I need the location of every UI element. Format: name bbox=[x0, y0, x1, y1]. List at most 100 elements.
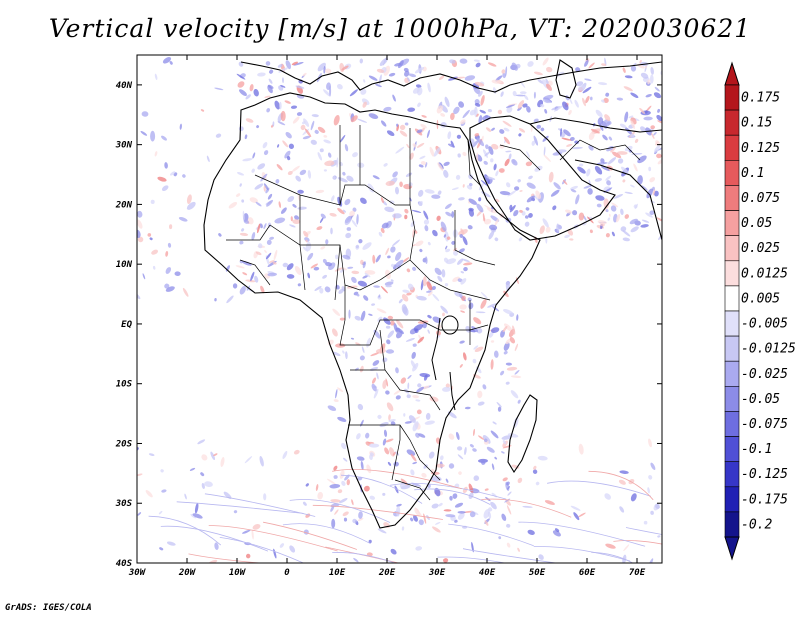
velocity-cell bbox=[330, 505, 335, 512]
colorbar-swatch bbox=[724, 411, 740, 437]
velocity-cell bbox=[154, 151, 158, 157]
velocity-cell bbox=[550, 189, 560, 197]
velocity-cell bbox=[574, 99, 579, 108]
velocity-cell bbox=[469, 109, 477, 116]
velocity-cell bbox=[431, 285, 436, 291]
velocity-cell bbox=[189, 467, 196, 471]
velocity-cell bbox=[643, 520, 648, 525]
velocity-cell bbox=[511, 62, 518, 71]
velocity-cell bbox=[300, 124, 306, 131]
velocity-cell bbox=[582, 97, 586, 107]
velocity-cell bbox=[475, 62, 481, 68]
velocity-cell bbox=[566, 143, 573, 147]
velocity-cell bbox=[184, 493, 187, 500]
velocity-cell bbox=[385, 325, 391, 329]
velocity-cell bbox=[383, 56, 388, 66]
velocity-cell bbox=[166, 541, 176, 546]
velocity-cell bbox=[480, 179, 489, 187]
velocity-cell bbox=[301, 121, 306, 125]
velocity-cell bbox=[482, 115, 491, 121]
velocity-cell bbox=[646, 188, 654, 199]
colorbar-swatch bbox=[724, 235, 740, 262]
velocity-cell bbox=[323, 65, 326, 74]
colorbar-label: 0.15 bbox=[741, 116, 772, 131]
velocity-cell bbox=[606, 180, 611, 186]
velocity-cell bbox=[476, 327, 483, 334]
velocity-cell bbox=[337, 207, 345, 215]
velocity-cell bbox=[484, 174, 490, 184]
velocity-streak bbox=[160, 525, 269, 552]
velocity-cell bbox=[282, 262, 289, 268]
velocity-cell bbox=[250, 271, 255, 282]
velocity-cell bbox=[337, 387, 344, 393]
velocity-cell bbox=[265, 61, 271, 66]
velocity-cell bbox=[440, 112, 446, 117]
velocity-streak bbox=[414, 488, 491, 505]
velocity-cell bbox=[368, 539, 372, 544]
velocity-cell bbox=[351, 219, 358, 228]
velocity-cell bbox=[474, 81, 485, 87]
velocity-cell bbox=[648, 475, 653, 480]
velocity-cell bbox=[263, 223, 267, 230]
velocity-cell bbox=[269, 236, 275, 240]
velocity-cell bbox=[420, 161, 427, 165]
velocity-cell bbox=[404, 70, 410, 77]
velocity-cell bbox=[487, 62, 497, 67]
velocity-cell bbox=[226, 295, 234, 304]
velocity-cell bbox=[567, 229, 574, 236]
velocity-cell bbox=[381, 222, 389, 229]
velocity-cell bbox=[307, 252, 314, 261]
velocity-cell bbox=[292, 219, 301, 225]
velocity-cell bbox=[605, 175, 612, 181]
velocity-cell bbox=[305, 239, 308, 243]
velocity-cell bbox=[262, 141, 268, 149]
velocity-cell bbox=[235, 193, 241, 197]
velocity-cell bbox=[453, 106, 460, 115]
velocity-cell bbox=[526, 182, 536, 189]
velocity-cell bbox=[373, 285, 380, 288]
velocity-cell bbox=[427, 314, 432, 319]
velocity-cell bbox=[452, 276, 460, 282]
y-tick-label: 40S bbox=[116, 559, 133, 569]
velocity-cell bbox=[411, 209, 422, 213]
velocity-cell bbox=[443, 234, 447, 238]
velocity-cell bbox=[381, 120, 387, 127]
colorbar-label: -0.175 bbox=[741, 492, 788, 507]
velocity-cell bbox=[607, 157, 617, 165]
velocity-cell bbox=[414, 507, 421, 516]
velocity-cell bbox=[605, 121, 611, 127]
x-tick-label: 40E bbox=[479, 568, 496, 578]
velocity-cell bbox=[239, 232, 249, 236]
velocity-cell bbox=[553, 182, 561, 190]
velocity-cell bbox=[382, 380, 387, 389]
velocity-cell bbox=[611, 231, 615, 237]
velocity-cell bbox=[619, 470, 629, 474]
velocity-cell bbox=[412, 362, 419, 372]
velocity-cell bbox=[241, 228, 245, 232]
velocity-cell bbox=[641, 219, 650, 223]
velocity-cell bbox=[506, 366, 518, 371]
velocity-cell bbox=[332, 308, 341, 316]
velocity-cell bbox=[451, 187, 459, 191]
velocity-cell bbox=[408, 415, 416, 423]
velocity-cell bbox=[342, 171, 346, 176]
velocity-cell bbox=[518, 133, 522, 137]
velocity-streak bbox=[588, 470, 654, 501]
velocity-cell bbox=[421, 472, 427, 478]
velocity-cell bbox=[339, 317, 346, 321]
velocity-cell bbox=[444, 283, 449, 287]
velocity-cell bbox=[464, 446, 467, 456]
velocity-cell bbox=[406, 268, 411, 273]
velocity-cell bbox=[543, 99, 551, 104]
velocity-cell bbox=[495, 170, 499, 177]
velocity-cell bbox=[512, 90, 517, 97]
velocity-cell bbox=[640, 126, 646, 132]
europe-coastline bbox=[240, 61, 662, 93]
velocity-streak bbox=[282, 523, 371, 545]
velocity-cell bbox=[607, 217, 611, 221]
velocity-cell bbox=[154, 73, 158, 81]
velocity-cell bbox=[410, 469, 415, 476]
velocity-cell bbox=[455, 174, 461, 180]
velocity-cell bbox=[385, 180, 395, 186]
velocity-cell bbox=[380, 197, 384, 204]
